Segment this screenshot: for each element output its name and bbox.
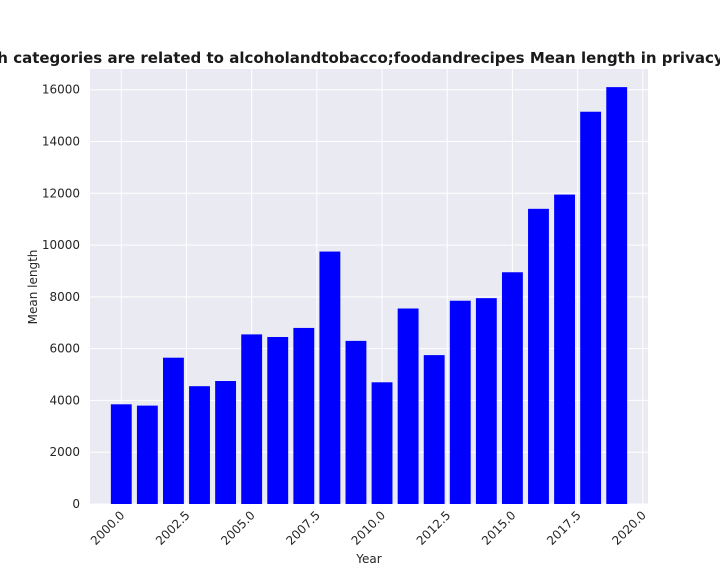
bar-2008 xyxy=(319,251,341,504)
y-tick-label: 6000 xyxy=(49,342,80,356)
bar-2016 xyxy=(528,208,549,505)
bars xyxy=(110,87,628,505)
x-tick-label: 2007.5 xyxy=(283,508,323,548)
bar-2015 xyxy=(501,272,523,504)
bar-2009 xyxy=(345,340,367,504)
bar-2003 xyxy=(189,386,210,504)
y-tick-label: 14000 xyxy=(42,135,80,149)
x-tick-label: 2012.5 xyxy=(414,508,454,548)
bar-2011 xyxy=(397,308,419,504)
x-tick-label: 2010.0 xyxy=(349,508,389,548)
y-tick-label: 10000 xyxy=(42,238,80,252)
bar-2012 xyxy=(423,355,445,504)
bar-2007 xyxy=(293,327,315,504)
y-tick-label: 0 xyxy=(72,497,80,511)
x-axis-label: Year xyxy=(355,552,381,566)
x-tick-label: 2002.5 xyxy=(153,508,193,548)
x-tick-labels: 2000.0 2002.5 2005.0 2007.5 2010.0 2012.5 2015… xyxy=(88,508,649,548)
bar-2005 xyxy=(241,334,263,504)
y-tick-label: 2000 xyxy=(49,445,80,459)
bar-2006 xyxy=(267,336,289,504)
x-tick-label: 2017.5 xyxy=(544,508,584,548)
y-tick-label: 16000 xyxy=(42,83,80,97)
bar-2018 xyxy=(580,111,602,505)
x-tick-label: 2000.0 xyxy=(88,508,128,548)
y-axis-label: Mean length xyxy=(26,250,40,325)
x-tick-label: 2020.0 xyxy=(609,508,649,548)
x-tick-label: 2005.0 xyxy=(218,508,258,548)
bar-2001 xyxy=(136,405,158,504)
chart-title: Websites which categories are related to… xyxy=(0,49,720,67)
bar-2013 xyxy=(449,300,471,504)
bar-2014 xyxy=(475,298,497,504)
bar-2010 xyxy=(371,382,393,504)
bar-2017 xyxy=(554,194,575,504)
bar-2019 xyxy=(606,87,628,504)
bar-2000 xyxy=(110,404,132,504)
bar-2002 xyxy=(163,357,184,504)
y-tick-label: 8000 xyxy=(49,290,80,304)
bar-2004 xyxy=(215,381,237,504)
x-tick-label: 2015.0 xyxy=(479,508,519,548)
y-tick-label: 4000 xyxy=(49,393,80,407)
y-tick-labels: 0 2000 4000 6000 8000 10000 12000 14000 16000 xyxy=(42,83,80,511)
y-tick-label: 12000 xyxy=(42,186,80,200)
